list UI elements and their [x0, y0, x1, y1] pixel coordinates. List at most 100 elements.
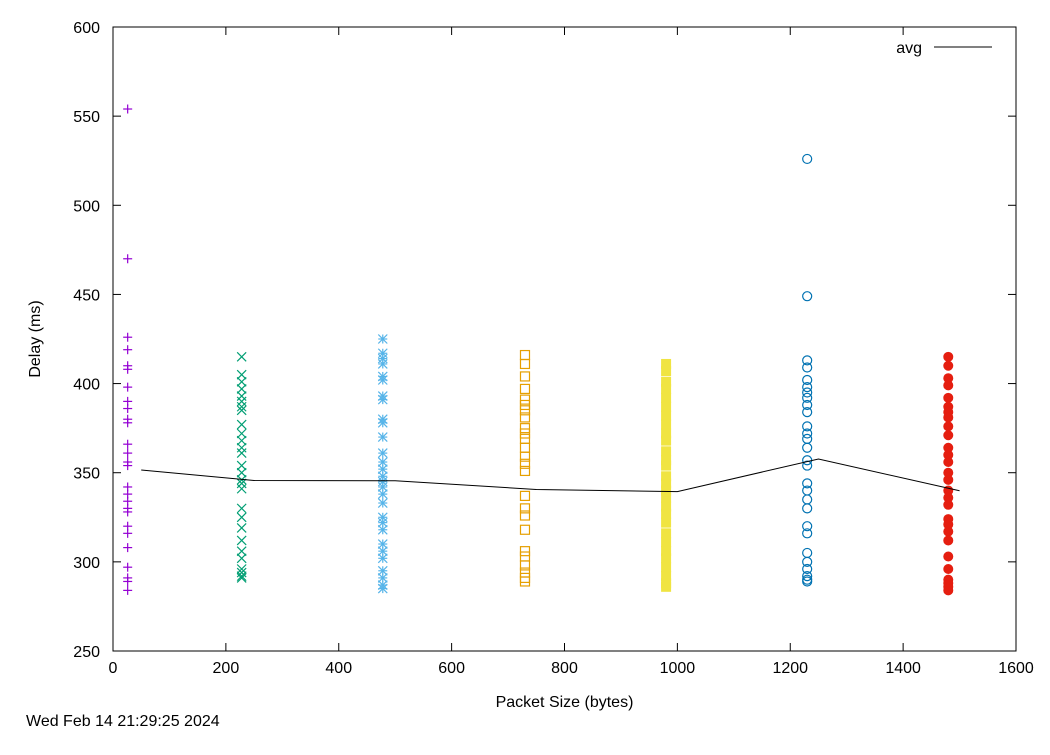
- data-point: [943, 474, 954, 485]
- data-point: [519, 524, 531, 535]
- data-point: [943, 457, 954, 468]
- data-point: [519, 560, 531, 571]
- data-point: [236, 369, 247, 380]
- data-point: [377, 448, 388, 459]
- data-point: [519, 383, 531, 395]
- data-point: [377, 524, 388, 535]
- data-point: [236, 428, 247, 439]
- data-point: [661, 392, 672, 403]
- data-point: [661, 435, 672, 446]
- data-point: [802, 521, 813, 532]
- data-point: [377, 553, 388, 564]
- y-tick-label: 350: [73, 466, 100, 483]
- y-tick-label: 600: [73, 20, 100, 37]
- data-point: [943, 499, 954, 510]
- data-point: [236, 564, 247, 574]
- data-point: [236, 460, 247, 471]
- x-tick-label: 600: [438, 660, 465, 677]
- data-point: [519, 551, 531, 562]
- data-point: [236, 503, 247, 514]
- tick-labels: 0 200 400 600 800 1000 1200 1400 1600 250 300 350 40…: [73, 20, 1034, 677]
- data-point: [802, 563, 813, 575]
- data-point: [802, 547, 813, 559]
- data-point: [377, 489, 388, 500]
- y-tick-label: 500: [73, 198, 100, 215]
- y-axis-label: Delay (ms): [27, 300, 44, 377]
- data-point: [943, 360, 954, 371]
- x-axis-label: Packet Size (bytes): [496, 694, 634, 711]
- data-point: [943, 421, 954, 432]
- data-point: [802, 291, 813, 302]
- data-point: [802, 503, 813, 514]
- data-point: [377, 375, 388, 385]
- data-point: [519, 576, 531, 587]
- data-point: [802, 362, 813, 373]
- y-tick-label: 550: [73, 109, 100, 126]
- data-point: [802, 355, 813, 366]
- data-point: [123, 562, 133, 572]
- data-point: [519, 399, 531, 411]
- data-point: [519, 358, 531, 370]
- timestamp: Wed Feb 14 21:29:25 2024: [26, 713, 220, 730]
- data-point: [943, 392, 954, 403]
- data-point: [802, 421, 813, 432]
- data-point: [377, 498, 388, 508]
- data-point: [123, 104, 133, 114]
- data-point: [802, 433, 813, 444]
- data-point: [519, 412, 531, 423]
- data-point: [236, 523, 247, 533]
- data-point: [802, 406, 813, 418]
- data-point: [123, 543, 133, 553]
- plot-frame: [112, 26, 1017, 652]
- data-point: [236, 442, 247, 453]
- data-point: [661, 446, 672, 457]
- y-tick-label: 400: [73, 377, 100, 394]
- data-point: [802, 460, 813, 471]
- data-point: [802, 576, 813, 587]
- legend: avg: [896, 40, 992, 57]
- data-point: [236, 546, 247, 557]
- data-point: [377, 334, 388, 344]
- y-tick-label: 300: [73, 555, 100, 572]
- data-point: [236, 391, 247, 401]
- data-point: [943, 351, 954, 362]
- x-tick-label: 1400: [885, 660, 921, 677]
- legend-label-avg: avg: [896, 40, 922, 57]
- data-point: [377, 394, 388, 405]
- chart-canvas: 0 200 400 600 800 1000 1200 1400 1600 250 300 350 40…: [27, 20, 1034, 711]
- data-point: [519, 442, 531, 453]
- data-point: [943, 412, 954, 423]
- x-tick-label: 1200: [772, 660, 808, 677]
- data-point: [661, 537, 672, 548]
- data-point: [661, 492, 672, 503]
- data-point: [802, 556, 813, 567]
- data-point: [236, 535, 247, 546]
- data-point: [123, 345, 133, 355]
- data-point: [802, 399, 813, 411]
- data-point: [123, 439, 133, 449]
- data-point: [236, 512, 247, 523]
- data-point: [661, 581, 672, 592]
- data-point: [661, 553, 672, 564]
- avg-line-group: [141, 458, 960, 493]
- data-point: [236, 572, 247, 583]
- axis-ticks: [112, 26, 1017, 652]
- data-point: [236, 396, 247, 407]
- data-point: [661, 460, 672, 471]
- data-point: [519, 465, 531, 477]
- data-point: [519, 451, 531, 462]
- data-point: [661, 517, 672, 528]
- data-point: [661, 401, 672, 412]
- data-point: [519, 423, 531, 434]
- data-point: [519, 546, 531, 557]
- data-point: [377, 359, 388, 369]
- data-point: [943, 526, 954, 537]
- data-point: [943, 535, 954, 546]
- data-point: [236, 419, 247, 430]
- data-point: [123, 507, 133, 517]
- data-point: [123, 332, 133, 342]
- data-point: [519, 433, 531, 444]
- data-point: [123, 418, 133, 428]
- x-tick-label: 1000: [660, 660, 696, 677]
- x-tick-label: 1600: [998, 660, 1034, 677]
